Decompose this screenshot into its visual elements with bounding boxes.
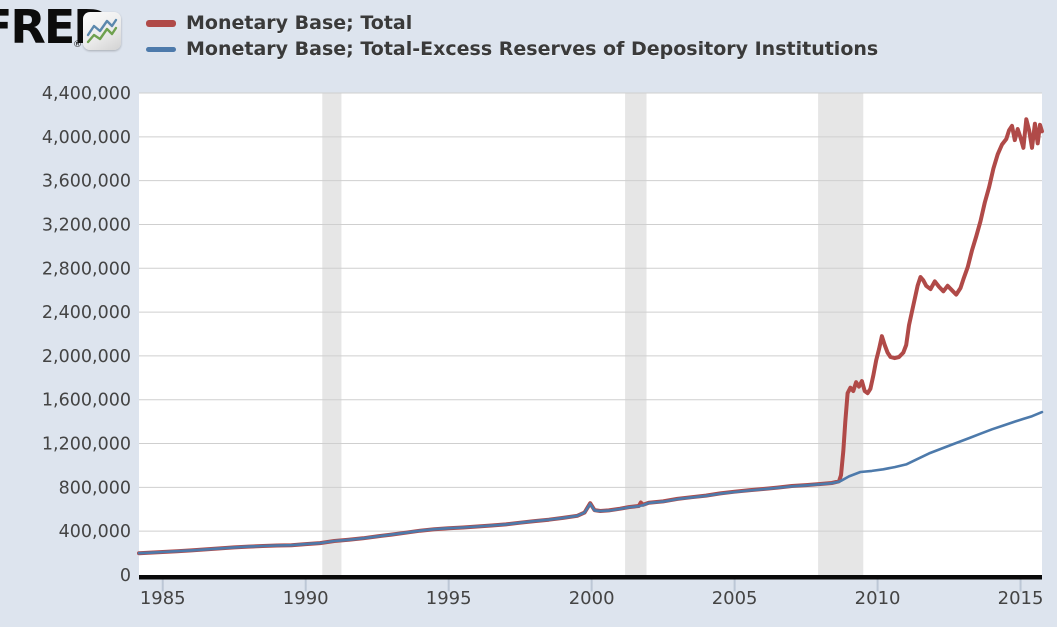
recession-band bbox=[322, 93, 342, 575]
y-axis-label: 1,600,000 bbox=[42, 391, 131, 411]
fred-logo[interactable]: FRED ® bbox=[0, 4, 128, 60]
series-line-monetary-base-minus-excess-reserves bbox=[137, 410, 1044, 555]
x-axis-line bbox=[139, 575, 1042, 580]
fred-sparkline-icon bbox=[83, 12, 121, 50]
legend-swatch-red bbox=[146, 19, 176, 27]
recession-band bbox=[818, 93, 864, 575]
y-axis-label: 400,000 bbox=[59, 522, 131, 542]
legend-label: Monetary Base; Total-Excess Reserves of … bbox=[186, 38, 879, 60]
y-axis-label: 800,000 bbox=[59, 478, 131, 498]
sparkline-lines-icon bbox=[86, 18, 118, 44]
y-axis-label: 3,600,000 bbox=[42, 172, 131, 192]
x-axis-label: 1995 bbox=[426, 588, 472, 609]
x-axis-label: 2005 bbox=[712, 588, 758, 609]
legend-label: Monetary Base; Total bbox=[186, 12, 413, 34]
y-axis-label: 4,000,000 bbox=[42, 128, 131, 148]
recession-band bbox=[625, 93, 647, 575]
legend-swatch-blue bbox=[146, 46, 176, 52]
x-axis-label: 2000 bbox=[569, 588, 615, 609]
x-axis-label: 1990 bbox=[283, 588, 329, 609]
y-axis-label: 2,400,000 bbox=[42, 303, 131, 323]
x-axis-label: 2015 bbox=[998, 588, 1044, 609]
x-axis-label: 2010 bbox=[855, 588, 901, 609]
chart-legend: Monetary Base; Total Monetary Base; Tota… bbox=[146, 10, 878, 62]
y-axis-label: 0 bbox=[120, 566, 131, 586]
plot-area bbox=[139, 93, 1042, 575]
y-axis-label: 1,200,000 bbox=[42, 435, 131, 455]
chart-header: FRED ® Monetary Base; Total Monetary Bas… bbox=[0, 0, 1057, 86]
y-axis-label: 2,000,000 bbox=[42, 347, 131, 367]
registered-trademark: ® bbox=[73, 40, 82, 50]
y-axis-label: 2,800,000 bbox=[42, 259, 131, 279]
y-axis-label: 4,400,000 bbox=[42, 84, 131, 104]
legend-item-monetary-base-minus-excess-reserves: Monetary Base; Total-Excess Reserves of … bbox=[146, 36, 878, 62]
y-axis-label: 3,200,000 bbox=[42, 215, 131, 235]
x-axis-label: 1985 bbox=[140, 588, 186, 609]
legend-item-monetary-base-total: Monetary Base; Total bbox=[146, 10, 878, 36]
